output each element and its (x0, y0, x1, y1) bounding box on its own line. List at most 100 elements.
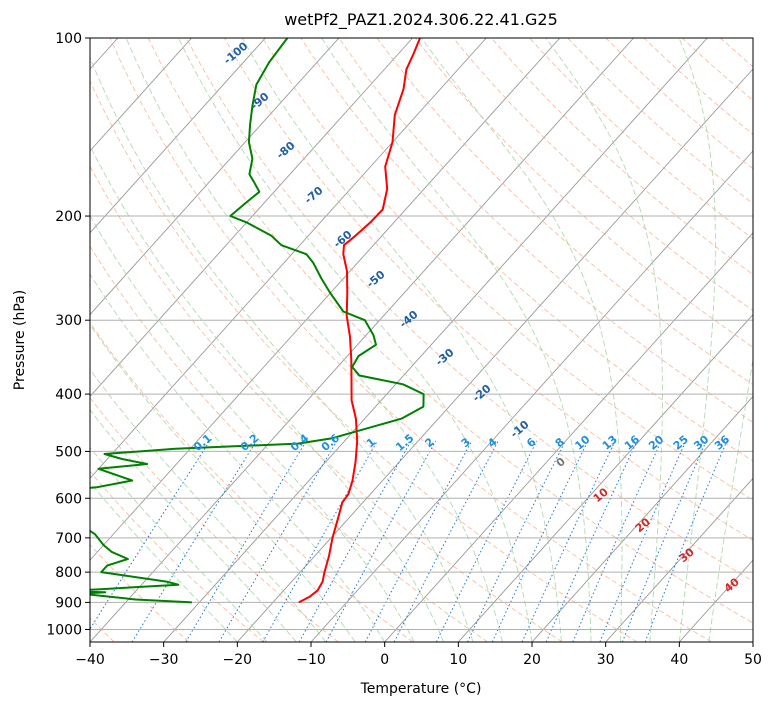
mixing-ratio-line (545, 440, 638, 642)
isotherm-line (678, 559, 753, 642)
moist-adiabat-line (678, 38, 716, 642)
moist-adiabat-line (90, 368, 327, 642)
x-tick-label: 50 (744, 652, 762, 668)
moist-adiabat-line (90, 323, 356, 642)
moist-adiabat-line (708, 356, 753, 642)
mixing-ratio-label: 3 (459, 435, 473, 450)
dry-adiabat-line (681, 38, 753, 101)
dry-adiabat-line (719, 38, 753, 68)
mixing-ratio-line (364, 440, 473, 642)
mixing-ratio-label: 20 (646, 433, 666, 453)
x-tick-label: −10 (296, 652, 326, 668)
mixing-ratio-label: 1.5 (393, 431, 416, 453)
isotherm-line (90, 38, 266, 234)
isotherm-line (236, 68, 753, 642)
dry-adiabat-line (758, 38, 775, 642)
moist-adiabat-label: 20 (633, 515, 653, 535)
isotherm-line (531, 395, 753, 642)
dry-adiabat-line (90, 79, 638, 642)
dry-adiabat-line (414, 38, 753, 348)
mixing-ratio-label: 16 (622, 433, 642, 453)
moist-adiabat-label: 30 (677, 545, 697, 565)
chart-title: wetPf2_PAZ1.2024.306.22.41.G25 (284, 10, 558, 30)
y-tick-label: 600 (55, 491, 82, 507)
isotherm-line (90, 38, 561, 561)
mixing-ratio-line (435, 440, 538, 642)
y-tick-label: 800 (55, 565, 82, 581)
isotherm-line (752, 641, 753, 642)
isotherm-line (605, 477, 753, 642)
moist-adiabat-line (421, 38, 623, 642)
dry-adiabat-line (262, 38, 753, 501)
dry-adiabat-line (224, 38, 753, 541)
moist-adiabat-label: 0 (554, 455, 568, 470)
dry-adiabat-line (90, 165, 563, 642)
pressure-grid (90, 38, 753, 630)
moist-adiabat-line (90, 409, 297, 642)
mixing-ratio-line (325, 440, 437, 642)
y-tick-label: 200 (55, 209, 82, 225)
mixing-ratio-label: 30 (691, 433, 711, 453)
x-tick-label: 0 (380, 652, 389, 668)
mixing-ratio-label: 36 (712, 433, 732, 453)
dry-adiabat-line (186, 38, 753, 582)
dry-adiabat-label: -100 (221, 39, 251, 67)
x-tick-label: −30 (149, 652, 179, 668)
x-tick-label: −40 (75, 652, 105, 668)
y-tick-label: 100 (55, 31, 82, 47)
x-tick-label: 20 (523, 652, 541, 668)
mixing-ratio-line (599, 440, 687, 642)
mixing-ratio-line (262, 440, 378, 642)
dry-adiabat-line (109, 38, 712, 642)
mixing-ratio-line (131, 440, 257, 642)
dry-adiabat-line (90, 470, 264, 642)
dry-adiabat-line (147, 38, 753, 624)
mixing-ratio-label: 0.1 (191, 431, 214, 453)
moist-adiabat-line (90, 56, 474, 642)
moist-adiabat-line (90, 481, 238, 642)
isotherm-line (384, 232, 753, 642)
x-axis-title: Temperature (°C) (360, 681, 482, 697)
dry-adiabat-line (90, 322, 414, 642)
isotherm-line (90, 38, 487, 480)
mixing-ratio-label: 1 (364, 435, 378, 450)
moist-adiabat-line (90, 144, 445, 642)
y-tick-label: 300 (55, 313, 82, 329)
mixing-ratio-line (90, 440, 211, 630)
dry-adiabat-label: -80 (274, 139, 298, 162)
mixing-ratio-label: 0.2 (238, 431, 261, 453)
moist-adiabat-line (545, 38, 663, 642)
moist-adiabat-label: 40 (722, 575, 742, 595)
dry-adiabat-label: -40 (397, 308, 421, 331)
mixing-ratio-label: 10 (572, 433, 592, 453)
moist-adiabat-line (90, 273, 386, 642)
isotherm-line (457, 313, 753, 642)
mixing-ratio-label: 0.4 (288, 431, 312, 454)
dry-adiabat-line (376, 38, 753, 386)
y-tick-label: 400 (55, 387, 82, 403)
y-tick-label: 700 (55, 531, 82, 547)
x-tick-label: 40 (670, 652, 688, 668)
dry-adiabat-line (90, 396, 339, 642)
mixing-ratio-line (621, 440, 707, 642)
mixing-ratio-label: 0.6 (319, 431, 343, 454)
dry-adiabat-label: -60 (331, 228, 355, 251)
isotherm-line (310, 150, 753, 642)
dry-adiabat-line (90, 544, 190, 642)
mixing-ratio-line (491, 440, 589, 642)
isotherm-line (90, 38, 634, 642)
x-axis-ticks: −40 −30 −20 −10 0 10 20 30 40 50 (75, 642, 762, 668)
moist-adiabat-line (321, 38, 592, 642)
mixing-ratio-label: 2 (423, 435, 437, 450)
dry-adiabat-line (491, 38, 753, 275)
isotherm-line (90, 38, 192, 152)
isotherm-line (163, 38, 708, 642)
dry-adiabat-line (567, 38, 753, 205)
mixing-ratio-label: 6 (524, 435, 538, 450)
dry-adiabat-label: -30 (433, 346, 457, 369)
x-tick-label: −20 (223, 652, 253, 668)
plot-frame (89, 37, 754, 643)
dry-adiabat-line (529, 38, 753, 240)
x-tick-label: 10 (449, 652, 467, 668)
x-tick-label: 30 (597, 652, 615, 668)
